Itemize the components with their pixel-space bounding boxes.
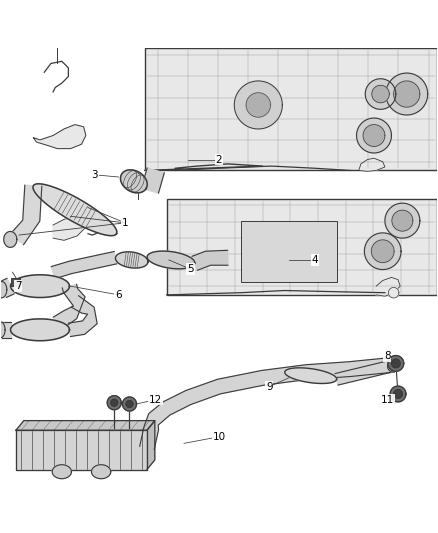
Text: 12: 12 (149, 394, 162, 405)
Polygon shape (11, 319, 70, 341)
Polygon shape (0, 322, 5, 338)
Bar (241, 221, 337, 282)
Polygon shape (363, 125, 385, 147)
Text: 1: 1 (122, 218, 128, 228)
Polygon shape (389, 287, 399, 298)
Text: 8: 8 (384, 351, 390, 361)
Polygon shape (392, 210, 413, 231)
Polygon shape (335, 360, 393, 385)
Polygon shape (53, 216, 90, 240)
Text: 9: 9 (266, 382, 272, 392)
Polygon shape (234, 81, 283, 129)
Polygon shape (246, 93, 271, 117)
Polygon shape (51, 252, 117, 279)
Polygon shape (385, 203, 420, 238)
Polygon shape (392, 359, 400, 368)
Text: 4: 4 (312, 255, 318, 265)
Polygon shape (4, 231, 17, 247)
Polygon shape (68, 296, 97, 336)
Polygon shape (16, 430, 147, 470)
Polygon shape (33, 125, 86, 149)
Polygon shape (116, 252, 148, 268)
Polygon shape (33, 184, 117, 236)
Text: 6: 6 (115, 290, 122, 300)
Text: 3: 3 (91, 170, 98, 180)
Polygon shape (359, 158, 385, 171)
Polygon shape (11, 275, 70, 297)
Bar (145, 48, 437, 171)
Polygon shape (16, 421, 155, 430)
Polygon shape (394, 390, 403, 398)
Polygon shape (2, 322, 11, 338)
Polygon shape (371, 240, 394, 263)
Text: 5: 5 (187, 264, 194, 274)
Polygon shape (52, 465, 71, 479)
Polygon shape (388, 360, 398, 372)
Text: 10: 10 (212, 432, 226, 442)
Polygon shape (394, 81, 420, 107)
Polygon shape (92, 465, 111, 479)
Polygon shape (123, 397, 137, 411)
Polygon shape (386, 73, 427, 115)
Bar (11, 278, 20, 286)
Polygon shape (147, 251, 195, 269)
Polygon shape (388, 356, 404, 372)
Polygon shape (192, 251, 228, 270)
Text: 11: 11 (381, 394, 394, 405)
Polygon shape (140, 357, 394, 449)
Polygon shape (0, 278, 14, 297)
Polygon shape (365, 79, 396, 109)
Text: 2: 2 (215, 155, 223, 165)
Polygon shape (111, 399, 118, 406)
Polygon shape (357, 118, 392, 153)
Polygon shape (0, 281, 7, 298)
Polygon shape (107, 395, 121, 410)
Polygon shape (10, 185, 42, 245)
Polygon shape (53, 285, 85, 329)
Polygon shape (141, 168, 164, 193)
Polygon shape (126, 400, 133, 408)
Polygon shape (372, 85, 389, 103)
Bar (166, 199, 437, 295)
Polygon shape (120, 170, 147, 193)
Polygon shape (390, 386, 406, 402)
Polygon shape (285, 368, 337, 383)
Polygon shape (147, 421, 155, 470)
Text: 7: 7 (15, 281, 21, 291)
Polygon shape (376, 277, 400, 296)
Polygon shape (364, 233, 401, 270)
